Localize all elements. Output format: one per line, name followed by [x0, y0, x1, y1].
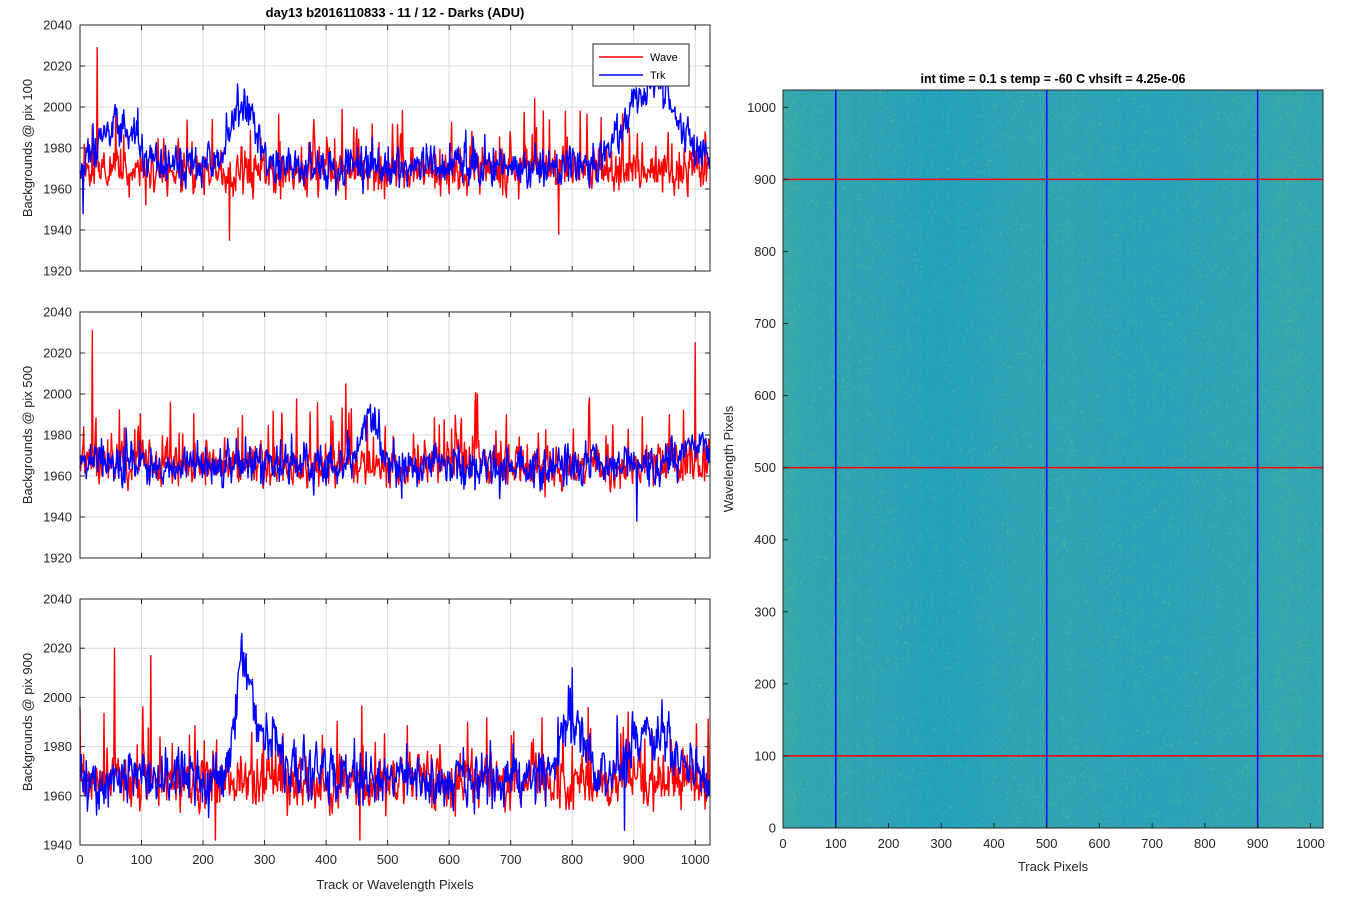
legend: Wave Trk [592, 43, 690, 87]
x-tick-label: 800 [1194, 836, 1216, 851]
x-tick-label: 600 [438, 852, 460, 867]
y-tick-label: 700 [754, 316, 776, 331]
y-tick-label: 2020 [43, 59, 72, 74]
tick-layer: 0 100 200 300 400 500 600 700 800 900 1000 0 100 200 3… [747, 100, 1325, 851]
y-tick-label: 2000 [43, 387, 72, 402]
series-layer [79, 46, 711, 241]
x-tick-label: 1000 [681, 852, 710, 867]
x-tick-label: 900 [623, 852, 645, 867]
y-tick-label: 2020 [43, 346, 72, 361]
y-tick-label: 2040 [43, 305, 72, 320]
x-tick-label: 500 [377, 852, 399, 867]
x-tick-label: 900 [1247, 836, 1269, 851]
x-tick-label: 300 [254, 852, 276, 867]
x-tick-label: 0 [76, 852, 83, 867]
x-tick-label: 700 [500, 852, 522, 867]
x-tick-label: 200 [878, 836, 900, 851]
y-tick-label: 1960 [43, 469, 72, 484]
x-tick-label: 500 [1036, 836, 1058, 851]
x-tick-label: 300 [930, 836, 952, 851]
y-tick-label: 1000 [747, 100, 776, 115]
y-tick-label: 2020 [43, 641, 72, 656]
marker-lines [783, 90, 1323, 828]
y-tick-label: 300 [754, 604, 776, 619]
y-axis-label: Backgrounds @ pix 100 [20, 79, 35, 217]
legend-entry-wave: Wave [650, 52, 678, 64]
heatmap-y-label: Wavelength Pixels [721, 405, 736, 512]
x-tick-label: 1000 [1296, 836, 1325, 851]
series-line-trk [79, 58, 711, 215]
tick-layer: 1920 1940 1960 1980 2000 2020 2040 [43, 18, 710, 279]
y-tick-label: 200 [754, 676, 776, 691]
y-tick-label: 1940 [43, 223, 72, 238]
series-line-trk [79, 403, 711, 522]
y-axis-label: Backgrounds @ pix 900 [20, 653, 35, 791]
line-panel-pix-500: 1920 1940 1960 1980 2000 2020 2040 Backgrounds… [20, 305, 711, 566]
heatmap-image [783, 90, 1323, 828]
series-line-trk [79, 632, 711, 831]
x-tick-label: 800 [561, 852, 583, 867]
y-tick-label: 1940 [43, 838, 72, 853]
x-tick-label: 0 [779, 836, 786, 851]
y-axis-label: Backgrounds @ pix 500 [20, 366, 35, 504]
y-tick-label: 900 [754, 172, 776, 187]
y-tick-label: 2000 [43, 690, 72, 705]
legend-entry-trk: Trk [650, 70, 666, 82]
y-tick-label: 1920 [43, 551, 72, 566]
x-tick-label: 700 [1141, 836, 1163, 851]
heatmap-x-label: Track Pixels [1018, 859, 1089, 874]
y-tick-label: 2040 [43, 18, 72, 33]
y-tick-label: 1920 [43, 264, 72, 279]
x-tick-label: 600 [1089, 836, 1111, 851]
y-tick-label: 800 [754, 244, 776, 259]
y-tick-label: 1980 [43, 141, 72, 156]
figure-title: day13 b2016110833 - 11 / 12 - Darks (ADU… [266, 5, 525, 20]
x-tick-label: 400 [983, 836, 1005, 851]
series-layer [79, 632, 711, 841]
x-tick-label: 100 [131, 852, 153, 867]
x-axis-label: Track or Wavelength Pixels [316, 877, 474, 892]
heatmap-title: int time = 0.1 s temp = -60 C vhsift = 4… [920, 72, 1185, 86]
x-tick-label: 400 [315, 852, 337, 867]
y-tick-label: 1960 [43, 182, 72, 197]
y-tick-label: 500 [754, 460, 776, 475]
y-tick-label: 2040 [43, 592, 72, 607]
y-tick-label: 2000 [43, 100, 72, 115]
y-tick-label: 1960 [43, 788, 72, 803]
y-tick-label: 1940 [43, 510, 72, 525]
x-tick-label: 100 [825, 836, 847, 851]
y-tick-label: 600 [754, 388, 776, 403]
y-tick-label: 100 [754, 748, 776, 763]
y-tick-label: 0 [769, 821, 776, 836]
heatmap-panel: int time = 0.1 s temp = -60 C vhsift = 4… [721, 72, 1325, 874]
y-tick-label: 1980 [43, 428, 72, 443]
x-tick-label: 200 [192, 852, 214, 867]
y-tick-label: 1980 [43, 739, 72, 754]
y-tick-label: 400 [754, 532, 776, 547]
series-layer [79, 329, 711, 522]
tick-layer: 1940 1960 1980 2000 2020 2040 0 100 200 300 400 500… [43, 592, 710, 867]
line-panel-pix-900: 1940 1960 1980 2000 2020 2040 0 100 200 300 400 500… [20, 592, 711, 892]
